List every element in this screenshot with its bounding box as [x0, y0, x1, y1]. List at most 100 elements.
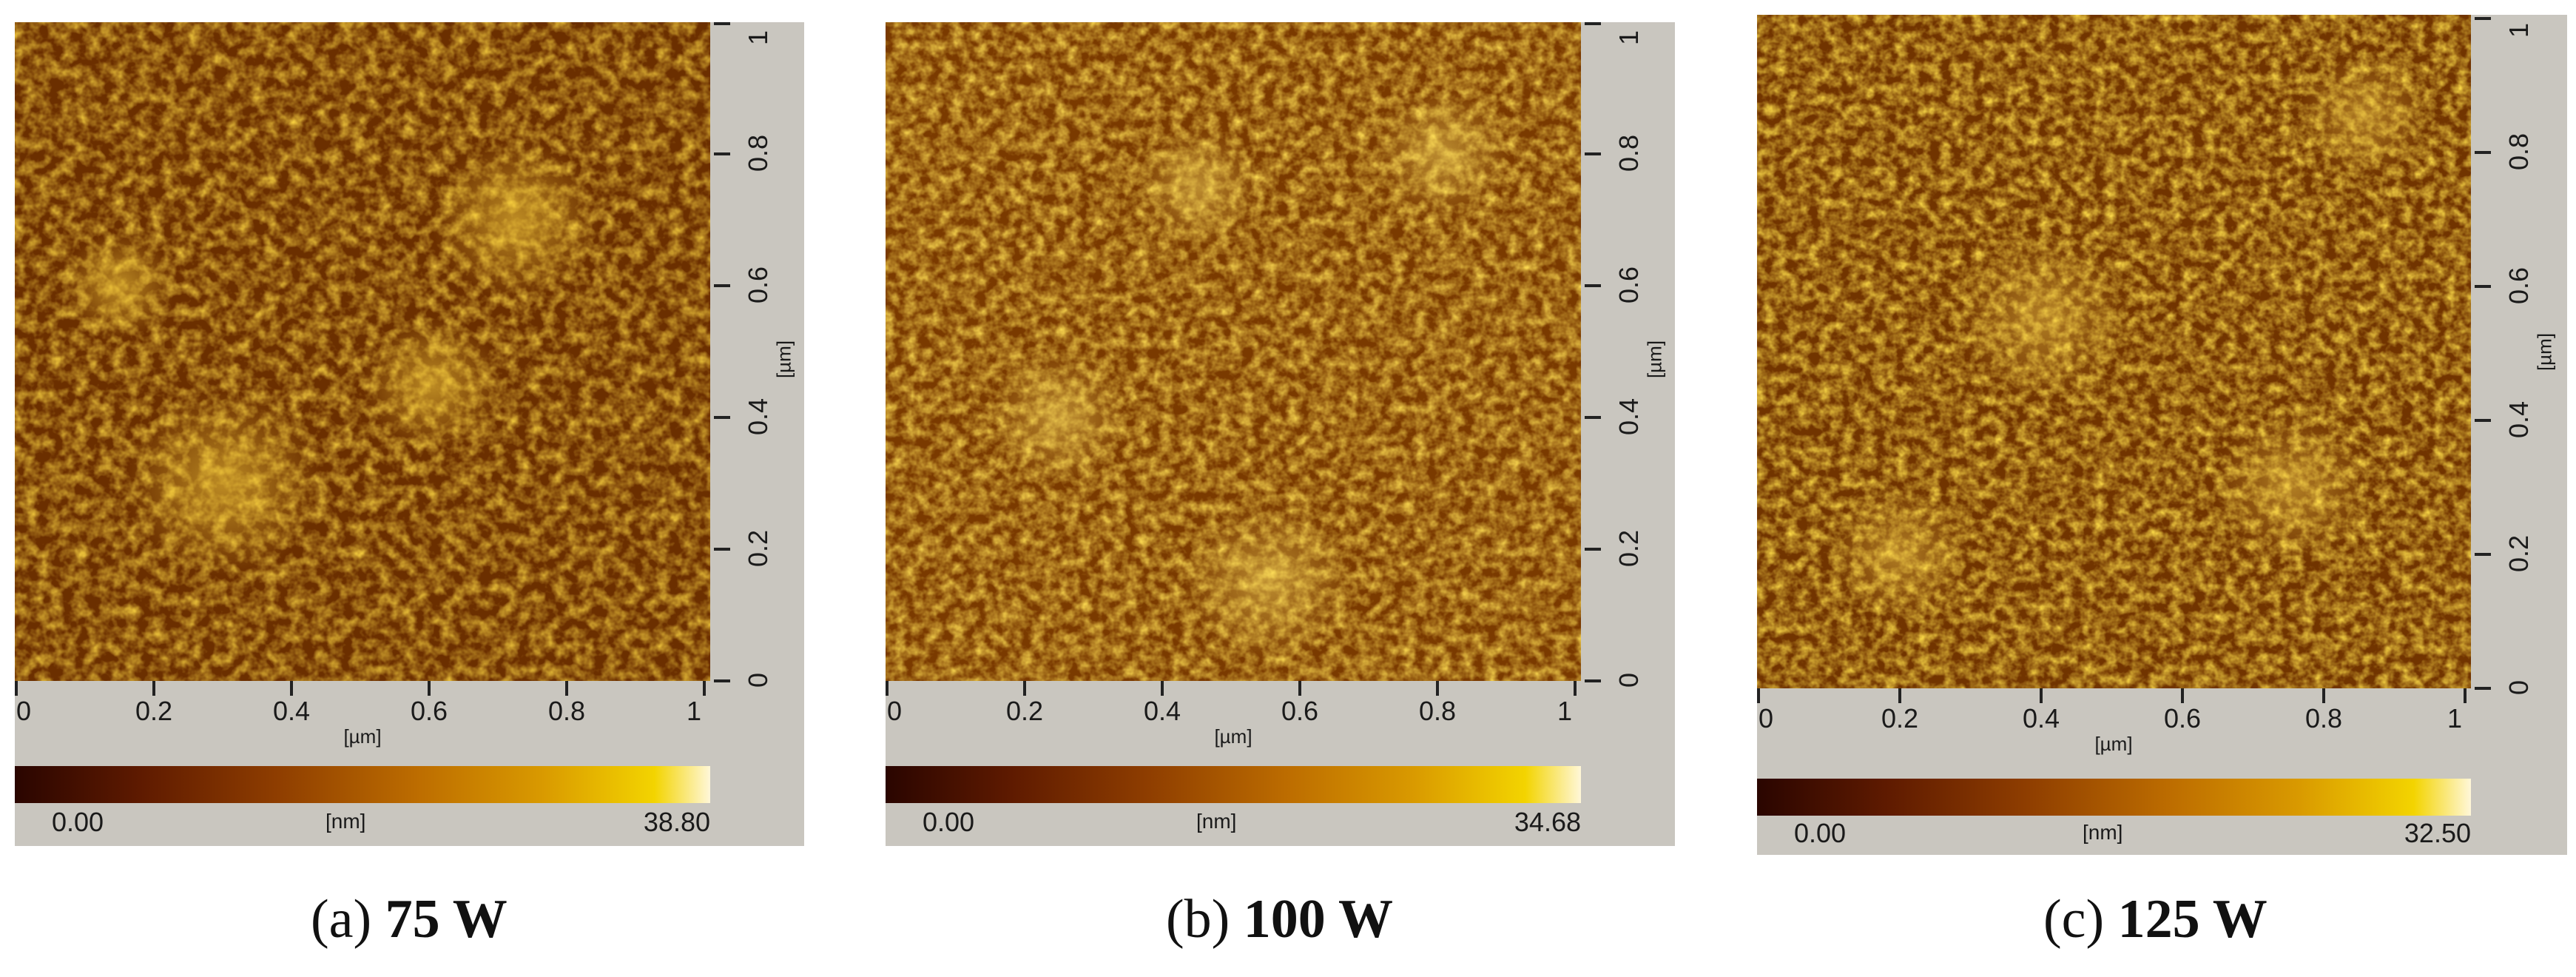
y-tick-mark: [1585, 679, 1601, 682]
scale-unit: [nm]: [2083, 821, 2123, 844]
x-tick-mark: [1574, 681, 1577, 696]
scale-unit: [nm]: [1196, 810, 1237, 833]
y-tick-mark: [1585, 22, 1601, 25]
y-axis-c: 0 0.2 0.4 0.6 0.8 1 [µm]: [2475, 15, 2563, 695]
y-tick-label: 1: [1614, 30, 1644, 46]
caption-c: (c) 125 W: [2043, 888, 2268, 951]
x-tick-mark: [1436, 681, 1439, 696]
scale-min: 0.00: [52, 807, 104, 837]
y-tick-label: 0.4: [743, 397, 773, 436]
x-axis-c: 0 0.2 0.4 0.6 0.8 1 [µm]: [1757, 688, 2471, 777]
afm-panel-c: 0 0.2 0.4 0.6 0.8 1 [µm] 0 0.2 0.4 0.6 0…: [1757, 15, 2567, 855]
x-tick-label: 0.6: [2163, 703, 2202, 733]
scale-max: 38.80: [643, 807, 710, 837]
y-tick-mark: [714, 548, 730, 551]
x-tick-label: 0: [1758, 703, 1774, 733]
y-tick-mark: [2475, 151, 2491, 154]
x-axis-unit: [µm]: [1214, 725, 1252, 748]
scale-max: 34.68: [1514, 807, 1581, 837]
x-tick-label: 1: [1557, 696, 1573, 726]
color-scale-bar: [1757, 779, 2471, 816]
x-tick-label: 0.8: [2304, 703, 2343, 733]
x-tick-mark: [565, 681, 568, 696]
color-scale-bar: [886, 766, 1581, 803]
y-tick-label: 0.2: [743, 529, 773, 568]
color-scale-bar: [15, 766, 710, 803]
x-axis-unit: [µm]: [2094, 733, 2133, 755]
y-tick-label: 0.6: [2503, 266, 2534, 305]
afm-texture-b: [886, 22, 1581, 681]
y-tick-label: 0.4: [2503, 400, 2534, 439]
scale-max: 32.50: [2404, 818, 2471, 848]
caption-letter: (b): [1166, 889, 1230, 950]
caption-a: (a) 75 W: [311, 888, 508, 951]
x-tick-label: 0: [886, 696, 903, 726]
x-tick-mark: [1023, 681, 1026, 696]
afm-texture-c: [1757, 15, 2471, 688]
afm-texture-a: [15, 22, 710, 681]
y-axis-a: 0 0.2 0.4 0.6 0.8 1 [µm]: [714, 22, 803, 688]
x-tick-label: 0.4: [1143, 696, 1181, 726]
scale-unit: [nm]: [326, 810, 366, 833]
x-tick-label: 0.8: [547, 696, 586, 726]
x-axis-a: 0 0.2 0.4 0.6 0.8 1 [µm]: [15, 681, 710, 770]
x-tick-label: 0: [16, 696, 32, 726]
y-tick-label: 0.2: [1614, 529, 1644, 568]
x-tick-mark: [2040, 688, 2043, 703]
y-tick-mark: [714, 152, 730, 155]
y-tick-mark: [1585, 152, 1601, 155]
color-scale-labels: 0.00 [nm] 34.68: [886, 807, 1581, 844]
x-tick-mark: [1898, 688, 1901, 703]
x-tick-label: 0.2: [1881, 703, 1919, 733]
x-axis-b: 0 0.2 0.4 0.6 0.8 1 [µm]: [886, 681, 1581, 770]
y-tick-label: 0.2: [2503, 534, 2534, 573]
afm-surface-image-c: [1757, 15, 2471, 688]
x-tick-mark: [2181, 688, 2184, 703]
x-tick-mark: [290, 681, 293, 696]
y-axis-unit: [µm]: [2533, 332, 2556, 372]
y-axis-b: 0 0.2 0.4 0.6 0.8 1 [µm]: [1585, 22, 1673, 688]
x-tick-mark: [2464, 688, 2467, 703]
y-tick-label: 1: [743, 30, 773, 46]
x-tick-label: 0.6: [1281, 696, 1319, 726]
y-tick-mark: [1585, 416, 1601, 419]
color-scale-labels: 0.00 [nm] 38.80: [15, 807, 710, 844]
caption-power: 100 W: [1243, 889, 1393, 950]
y-tick-label: 0.8: [1614, 134, 1644, 172]
caption-letter: (a): [311, 889, 372, 950]
x-tick-label: 0.6: [410, 696, 448, 726]
y-tick-mark: [2475, 553, 2491, 556]
x-tick-mark: [1161, 681, 1164, 696]
y-tick-label: 0: [743, 672, 773, 688]
y-tick-mark: [2475, 687, 2491, 690]
y-tick-label: 0.8: [2503, 132, 2534, 171]
y-tick-label: 0.8: [743, 134, 773, 172]
y-tick-label: 0: [2503, 679, 2534, 696]
caption-letter: (c): [2043, 889, 2105, 950]
x-tick-label: 0.2: [135, 696, 173, 726]
afm-surface-image-b: [886, 22, 1581, 681]
x-tick-mark: [152, 681, 155, 696]
x-tick-mark: [886, 681, 889, 696]
y-tick-label: 1: [2503, 22, 2534, 38]
x-tick-mark: [15, 681, 18, 696]
x-tick-mark: [1757, 688, 1760, 703]
y-axis-unit: [µm]: [1643, 340, 1666, 379]
x-tick-mark: [1298, 681, 1301, 696]
x-tick-label: 0.8: [1418, 696, 1457, 726]
caption-power: 125 W: [2117, 889, 2268, 950]
x-tick-label: 0.4: [2022, 703, 2060, 733]
y-tick-mark: [2475, 17, 2491, 20]
x-tick-mark: [703, 681, 706, 696]
y-tick-mark: [714, 284, 730, 287]
caption-b: (b) 100 W: [1166, 888, 1393, 951]
y-tick-label: 0: [1614, 672, 1644, 688]
scale-min: 0.00: [923, 807, 975, 837]
y-tick-label: 0.6: [743, 266, 773, 304]
y-tick-mark: [1585, 548, 1601, 551]
afm-surface-image-a: [15, 22, 710, 681]
y-tick-mark: [2475, 285, 2491, 288]
y-tick-mark: [714, 416, 730, 419]
afm-panel-a: 0 0.2 0.4 0.6 0.8 1 [µm] 0 0.2 0.4 0.6 0…: [15, 22, 804, 846]
x-tick-label: 0.4: [272, 696, 311, 726]
